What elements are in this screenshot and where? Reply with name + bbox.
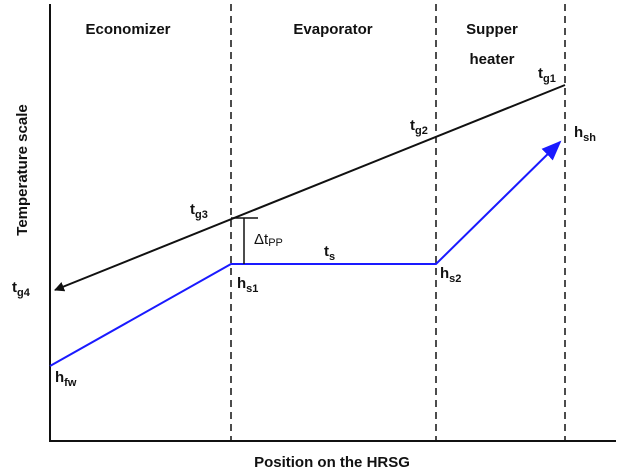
point-label: hsh — [574, 124, 596, 144]
section-label: Economizer — [85, 21, 170, 38]
x-axis-label: Position on the HRSG — [254, 454, 410, 471]
point-label: ts — [324, 243, 335, 263]
point-label: tg3 — [190, 201, 208, 221]
point-label: tg4 — [12, 279, 31, 299]
point-label: ΔtPP — [254, 231, 283, 249]
gas-line — [54, 84, 566, 292]
section-label: Supper — [466, 21, 518, 38]
point-label: hfw — [55, 369, 77, 389]
water-line — [49, 140, 562, 367]
point-label: hs1 — [237, 275, 258, 295]
point-label: tg2 — [410, 117, 428, 137]
point-label: hs2 — [440, 265, 461, 285]
section-label: Evaporator — [293, 21, 372, 38]
point-label: tg1 — [538, 65, 556, 85]
section-label: heater — [469, 51, 514, 68]
y-axis-label: Temperature scale — [14, 104, 31, 235]
